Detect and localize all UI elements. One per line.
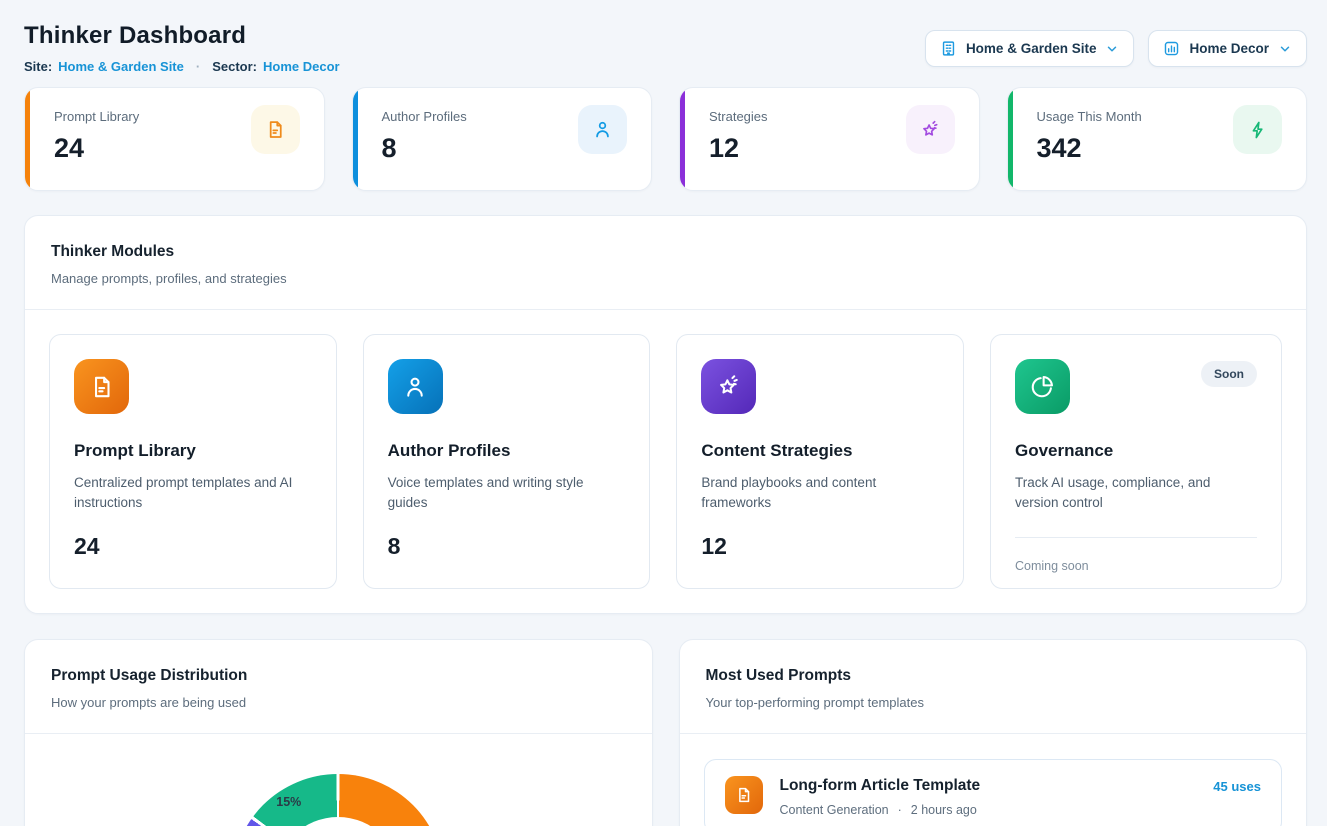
most-used-prompts-card: Most Used Prompts Your top-performing pr…: [679, 639, 1308, 826]
sector-selector-dropdown[interactable]: Home Decor: [1148, 30, 1307, 67]
module-description: Voice templates and writing style guides: [388, 473, 626, 513]
module-card-author-profiles[interactable]: Author Profiles Voice templates and writ…: [363, 334, 651, 589]
building-icon: [940, 40, 957, 57]
header-actions: Home & Garden Site Home Decor: [925, 30, 1307, 67]
section-title: Prompt Usage Distribution: [51, 667, 626, 685]
coming-soon-note: Coming soon: [1015, 559, 1257, 573]
dot-separator: ·: [898, 803, 902, 817]
section-subtitle: Manage prompts, profiles, and strategies: [51, 271, 1280, 286]
section-title: Thinker Modules: [51, 243, 1280, 261]
module-title: Governance: [1015, 441, 1257, 461]
prompt-list-item[interactable]: Long-form Article Template Content Gener…: [704, 759, 1283, 826]
prompt-time: 2 hours ago: [911, 803, 977, 817]
donut-chart: 15%: [232, 774, 444, 826]
soon-badge: Soon: [1201, 361, 1257, 387]
user-icon: [578, 105, 627, 154]
divider: [680, 733, 1307, 734]
site-label: Site:: [24, 59, 52, 74]
prompt-category: Content Generation: [780, 803, 889, 817]
document-icon: [251, 105, 300, 154]
module-card-governance[interactable]: Soon Governance Track AI usage, complian…: [990, 334, 1282, 589]
sector-selector-label: Home Decor: [1189, 41, 1269, 56]
site-selector-dropdown[interactable]: Home & Garden Site: [925, 30, 1135, 67]
donut-segment-label: 15%: [276, 795, 301, 809]
document-icon: [725, 776, 763, 814]
prompt-title: Long-form Article Template: [780, 777, 981, 795]
site-link[interactable]: Home & Garden Site: [58, 59, 184, 74]
accent-bar: [1008, 88, 1013, 190]
module-card-content-strategies[interactable]: Content Strategies Brand playbooks and c…: [676, 334, 964, 589]
stat-card-author-profiles: Author Profiles 8: [352, 87, 653, 191]
bottom-row: Prompt Usage Distribution How your promp…: [24, 639, 1307, 826]
breadcrumb: Site: Home & Garden Site · Sector: Home …: [24, 59, 340, 74]
sparkle-star-icon: [701, 359, 756, 414]
header-left: Thinker Dashboard Site: Home & Garden Si…: [24, 22, 340, 74]
site-selector-label: Home & Garden Site: [966, 41, 1097, 56]
divider: [1015, 537, 1257, 538]
accent-bar: [680, 88, 685, 190]
prompt-meta: Content Generation · 2 hours ago: [780, 803, 981, 817]
stat-card-strategies: Strategies 12: [679, 87, 980, 191]
dashboard-page: Thinker Dashboard Site: Home & Garden Si…: [0, 0, 1327, 826]
prompt-uses-count: 45 uses: [1213, 779, 1261, 794]
module-count: 8: [388, 533, 626, 560]
sector-label: Sector:: [212, 59, 257, 74]
bar-chart-icon: [1163, 40, 1180, 57]
dot-separator: ·: [196, 59, 200, 74]
module-title: Prompt Library: [74, 441, 312, 461]
chevron-down-icon: [1105, 42, 1119, 56]
module-count: 24: [74, 533, 312, 560]
section-title: Most Used Prompts: [706, 667, 1281, 685]
module-card-prompt-library[interactable]: Prompt Library Centralized prompt templa…: [49, 334, 337, 589]
chevron-down-icon: [1278, 42, 1292, 56]
stats-row: Prompt Library 24 Author Profiles 8 Stra…: [24, 87, 1307, 191]
module-title: Content Strategies: [701, 441, 939, 461]
module-description: Centralized prompt templates and AI inst…: [74, 473, 312, 513]
thinker-modules-section: Thinker Modules Manage prompts, profiles…: [24, 215, 1307, 614]
accent-bar: [353, 88, 358, 190]
page-title: Thinker Dashboard: [24, 22, 340, 50]
sparkle-star-icon: [906, 105, 955, 154]
sector-link[interactable]: Home Decor: [263, 59, 340, 74]
module-count: 12: [701, 533, 939, 560]
top-bar: Thinker Dashboard Site: Home & Garden Si…: [24, 22, 1307, 74]
usage-donut-chart: 15%: [25, 774, 652, 826]
bolt-icon: [1233, 105, 1282, 154]
modules-grid: Prompt Library Centralized prompt templa…: [25, 310, 1306, 613]
module-title: Author Profiles: [388, 441, 626, 461]
section-subtitle: How your prompts are being used: [51, 695, 626, 710]
accent-bar: [25, 88, 30, 190]
most-used-header: Most Used Prompts Your top-performing pr…: [680, 640, 1307, 733]
document-icon: [74, 359, 129, 414]
module-description: Track AI usage, compliance, and version …: [1015, 473, 1257, 513]
prompt-item-body: Long-form Article Template Content Gener…: [780, 776, 981, 817]
module-description: Brand playbooks and content frameworks: [701, 473, 939, 513]
divider: [25, 733, 652, 734]
section-subtitle: Your top-performing prompt templates: [706, 695, 1281, 710]
usage-distribution-header: Prompt Usage Distribution How your promp…: [25, 640, 652, 733]
user-icon: [388, 359, 443, 414]
stat-card-prompt-library: Prompt Library 24: [24, 87, 325, 191]
modules-header: Thinker Modules Manage prompts, profiles…: [25, 216, 1306, 309]
usage-distribution-card: Prompt Usage Distribution How your promp…: [24, 639, 653, 826]
stat-card-usage: Usage This Month 342: [1007, 87, 1308, 191]
pie-chart-icon: [1015, 359, 1070, 414]
